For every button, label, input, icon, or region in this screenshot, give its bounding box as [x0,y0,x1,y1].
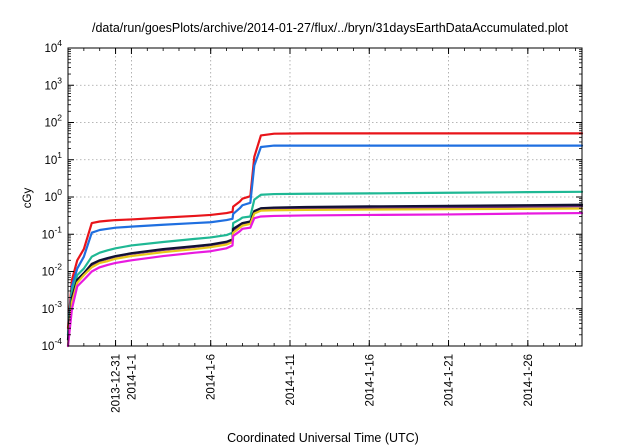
x-tick-label: 2014-1-26 [523,354,535,406]
y-tick-exponent: 0 [57,187,62,197]
y-tick-exponent: -1 [54,224,62,234]
grid [68,48,582,346]
series-line-3 [66,190,584,336]
y-tick-label: 10-2 [42,262,63,279]
x-tick-label: 2014-1-1 [126,354,138,400]
y-tick-label: 10-3 [42,299,63,316]
y-tick-label: 104 [44,38,62,55]
series-line-7 [66,211,584,348]
y-tick-exponent: -2 [54,262,62,272]
x-tick-label: 2014-1-11 [285,354,297,406]
y-tick-label: 103 [44,75,62,92]
x-tick-label: 2013-12-31 [111,354,123,413]
series-line-2 [66,144,584,336]
x-tick-label: 2014-1-21 [444,354,456,406]
y-tick-exponent: -4 [54,336,62,346]
y-tick-exponent: 1 [57,150,62,160]
y-tick-label: 102 [44,113,62,130]
y-axis-label: cGy [22,188,34,209]
series-group [66,132,584,348]
y-tick-exponent: 4 [57,38,62,48]
y-tick-exponent: 3 [57,75,62,85]
y-tick-exponent: 2 [57,113,62,123]
x-axis: 2013-12-31 2014-1-1 2014-1-6 2014-1-11 2014-… [83,48,576,413]
chart-title: /data/run/goesPlots/archive/2014-01-27/f… [92,21,568,35]
y-tick-exponent: -3 [54,299,62,309]
y-tick-label: 100 [44,187,62,204]
x-tick-label: 2014-1-16 [364,354,376,406]
y-tick-label: 10-1 [42,224,63,241]
series-line-6 [66,207,584,348]
y-tick-label: 101 [44,150,62,167]
x-tick-label: 2014-1-6 [206,354,218,400]
y-tick-label: 10-4 [42,336,63,353]
series-line-5 [66,203,584,341]
series-line-1 [66,132,584,330]
x-axis-label: Coordinated Universal Time (UTC) [227,431,419,445]
